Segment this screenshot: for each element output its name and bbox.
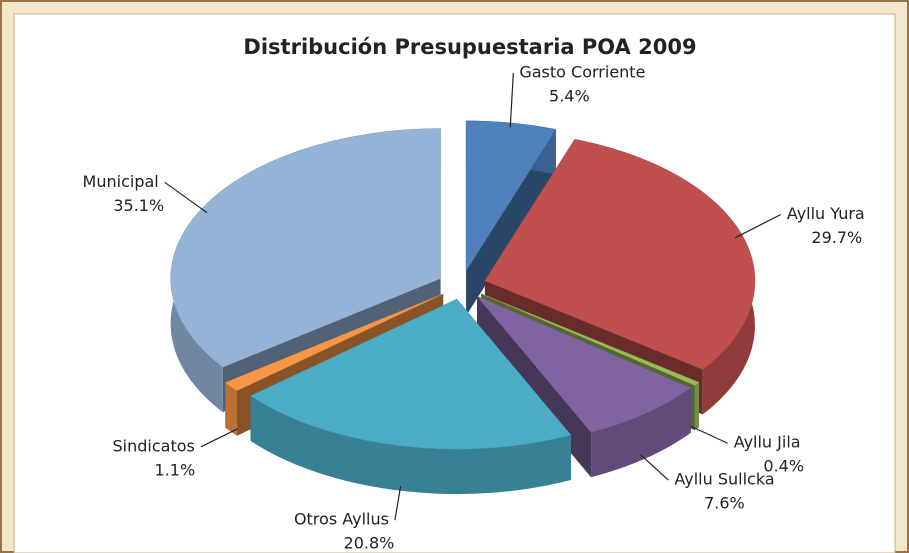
leader-line: [394, 486, 402, 521]
data-label-name: Ayllu Jila: [734, 433, 801, 452]
data-label-value: 20.8%: [344, 534, 395, 553]
slice-side: [250, 395, 571, 495]
leader-line: [690, 425, 728, 444]
chart-title: Distribución Presupuestaria POA 2009: [243, 35, 696, 59]
slice: [484, 139, 756, 370]
data-label-name: Gasto Corriente: [519, 62, 645, 81]
slice-side: [694, 382, 699, 431]
leader-line: [734, 213, 782, 239]
slice-side: [466, 129, 556, 316]
slice-side: [225, 382, 237, 436]
data-label-name: Ayllu Yura: [787, 204, 865, 223]
data-label-name: Ayllu Sullcka: [674, 470, 774, 489]
leader-line: [640, 454, 669, 481]
slice: [250, 298, 572, 495]
data-label-name: Municipal: [83, 172, 159, 191]
slice: [465, 120, 557, 316]
slice: [170, 128, 441, 368]
slice: [465, 120, 557, 272]
leader-line: [200, 428, 238, 448]
slice-side: [591, 387, 691, 478]
leader-line: [164, 181, 208, 214]
slice: [481, 293, 700, 386]
data-label-name: Sindicatos: [113, 436, 195, 455]
data-label-value: 29.7%: [811, 228, 862, 247]
leader-line: [509, 72, 514, 128]
data-label-value: 35.1%: [113, 196, 164, 215]
data-label-value: 1.1%: [155, 460, 196, 479]
slice: [250, 298, 572, 450]
data-label-value: 5.4%: [549, 86, 590, 105]
slice: [224, 293, 444, 391]
slice: [476, 296, 692, 433]
data-label-value: 0.4%: [763, 457, 804, 476]
data-label-value: 7.6%: [704, 494, 745, 513]
data-label-name: Otros Ayllus: [294, 510, 389, 529]
